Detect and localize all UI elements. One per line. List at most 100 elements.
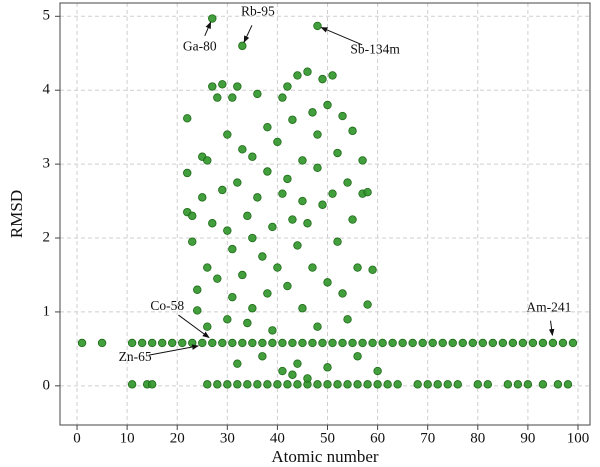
point bbox=[178, 338, 187, 348]
point bbox=[243, 380, 252, 389]
annotation-arrow bbox=[178, 314, 210, 339]
point bbox=[333, 380, 342, 389]
point bbox=[77, 338, 87, 348]
point bbox=[303, 67, 312, 76]
point bbox=[233, 359, 242, 368]
point bbox=[563, 380, 573, 389]
point bbox=[203, 380, 212, 389]
point bbox=[198, 338, 207, 348]
point bbox=[238, 145, 247, 154]
point bbox=[223, 315, 232, 324]
point bbox=[273, 137, 282, 147]
point bbox=[388, 338, 397, 348]
y-tick-label: 1 bbox=[43, 303, 51, 319]
point bbox=[147, 380, 157, 389]
point bbox=[468, 338, 477, 348]
point bbox=[518, 338, 528, 348]
point bbox=[333, 237, 342, 246]
point bbox=[203, 156, 212, 165]
point bbox=[348, 215, 357, 224]
point bbox=[258, 252, 267, 261]
point bbox=[183, 168, 192, 178]
point bbox=[313, 21, 322, 31]
point bbox=[218, 185, 227, 195]
point bbox=[157, 338, 167, 348]
point bbox=[293, 71, 302, 80]
point bbox=[293, 359, 302, 368]
point bbox=[483, 380, 493, 389]
point bbox=[323, 278, 332, 287]
point bbox=[288, 215, 297, 224]
point bbox=[283, 281, 292, 291]
point bbox=[363, 300, 372, 309]
point bbox=[478, 338, 487, 348]
point bbox=[283, 380, 292, 389]
point bbox=[343, 380, 352, 389]
y-tick-label: 5 bbox=[43, 8, 51, 24]
point bbox=[548, 338, 558, 348]
point bbox=[503, 380, 513, 389]
x-tick-label: 90 bbox=[520, 430, 535, 446]
point bbox=[328, 71, 337, 80]
point bbox=[313, 163, 322, 173]
point bbox=[513, 380, 523, 389]
point bbox=[323, 363, 332, 372]
point bbox=[418, 338, 427, 348]
annotation-text: Ga-80 bbox=[183, 38, 217, 53]
point bbox=[223, 380, 232, 389]
annotation-text: Zn-65 bbox=[119, 349, 152, 364]
point bbox=[438, 338, 447, 348]
x-tick-label: 10 bbox=[120, 430, 135, 446]
point bbox=[363, 187, 372, 197]
point bbox=[298, 196, 307, 206]
point bbox=[268, 326, 277, 335]
point bbox=[313, 130, 322, 139]
point bbox=[343, 315, 352, 324]
point bbox=[338, 111, 347, 121]
point bbox=[208, 82, 217, 91]
y-tick-label: 2 bbox=[43, 229, 51, 245]
point bbox=[268, 338, 277, 348]
point bbox=[243, 318, 252, 328]
point bbox=[283, 82, 292, 91]
point bbox=[228, 93, 237, 102]
point bbox=[338, 289, 347, 298]
point bbox=[223, 226, 232, 235]
point bbox=[308, 263, 317, 272]
point bbox=[448, 338, 457, 348]
annotation-text: Rb-95 bbox=[241, 4, 275, 19]
point bbox=[208, 14, 217, 23]
point bbox=[193, 306, 202, 315]
point bbox=[248, 338, 257, 348]
point bbox=[338, 338, 347, 348]
point bbox=[238, 270, 247, 280]
point bbox=[243, 211, 252, 221]
point bbox=[313, 322, 322, 331]
point bbox=[213, 380, 222, 389]
y-tick-label: 3 bbox=[43, 156, 51, 172]
point bbox=[473, 380, 482, 389]
y-axis-label: RMSD bbox=[7, 190, 26, 238]
point bbox=[538, 338, 548, 348]
x-tick-label: 50 bbox=[320, 430, 335, 446]
point bbox=[378, 338, 387, 348]
point bbox=[278, 189, 287, 198]
annotation-arrow bbox=[148, 344, 200, 356]
point bbox=[453, 380, 462, 389]
y-tick-label: 0 bbox=[43, 377, 51, 393]
point bbox=[298, 156, 307, 165]
point bbox=[263, 122, 272, 132]
point bbox=[298, 338, 307, 348]
point bbox=[288, 115, 297, 124]
grid bbox=[60, 3, 590, 425]
point bbox=[553, 380, 563, 389]
point bbox=[333, 148, 342, 158]
point bbox=[508, 338, 518, 348]
point bbox=[353, 380, 362, 389]
annotation-text: Am-241 bbox=[526, 299, 571, 314]
point bbox=[208, 219, 217, 228]
x-tick-label: 0 bbox=[73, 430, 81, 446]
point bbox=[233, 82, 242, 91]
point bbox=[248, 233, 257, 243]
annotation-text: Co-58 bbox=[150, 298, 184, 313]
